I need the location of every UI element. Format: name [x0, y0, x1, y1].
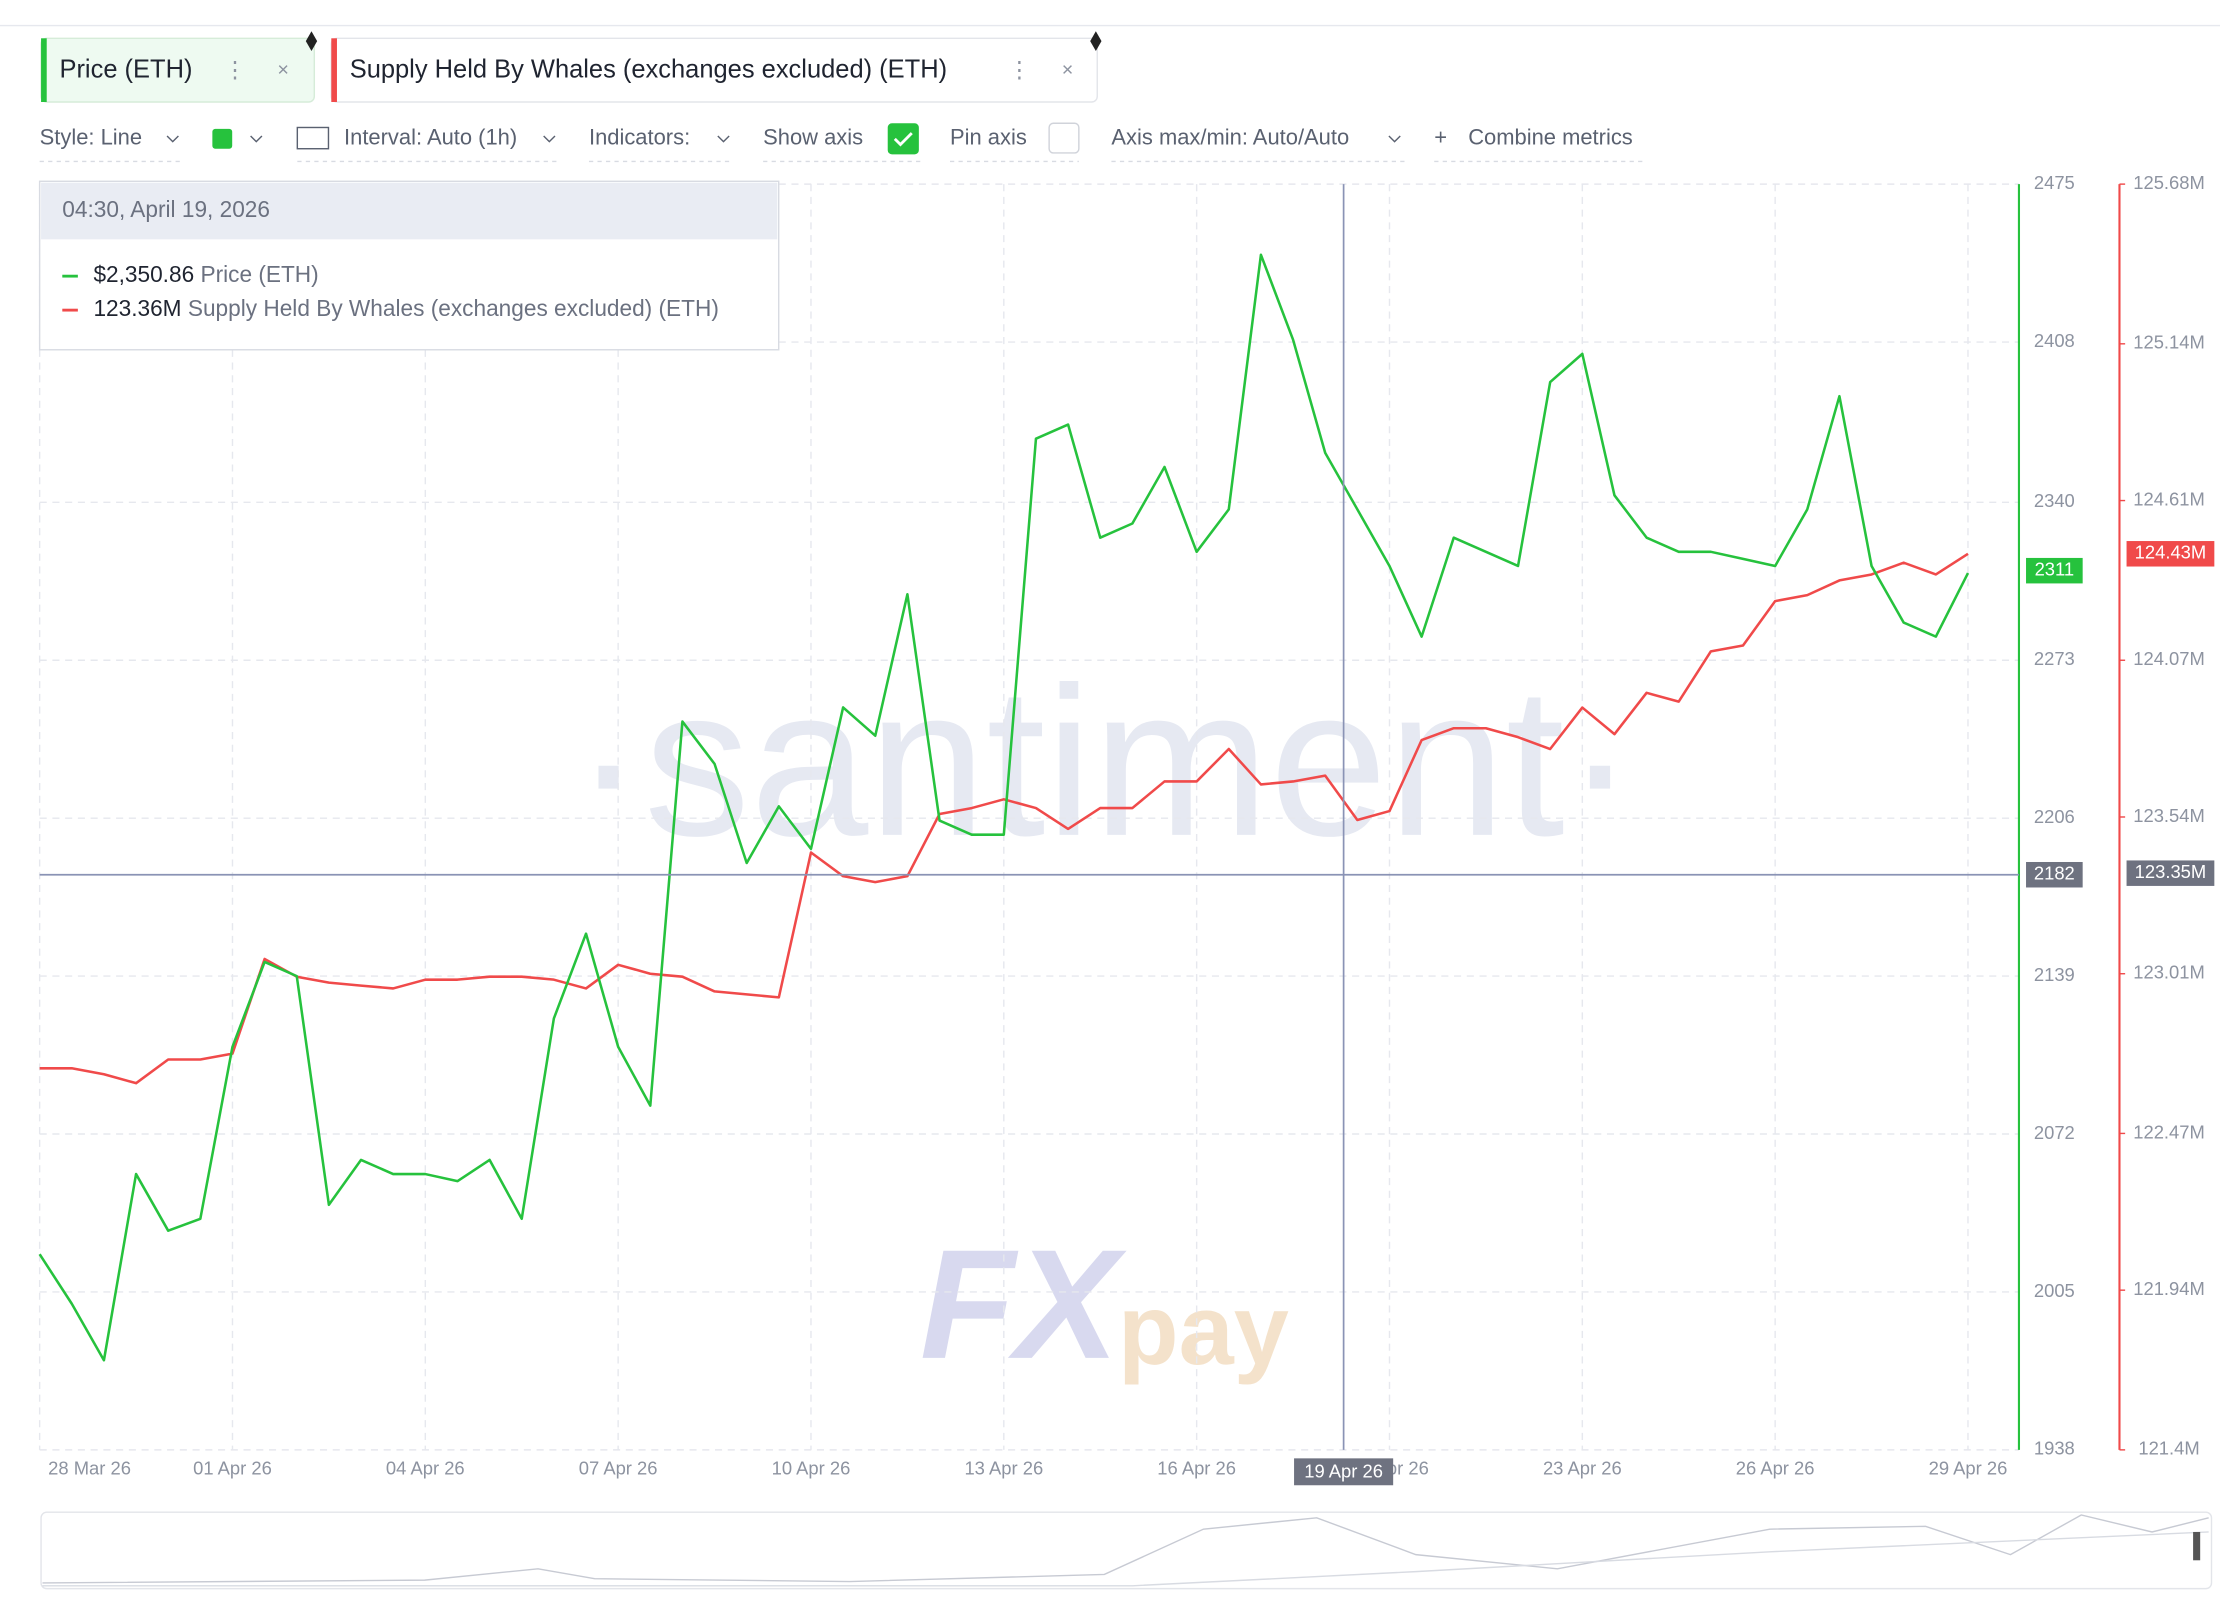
x-tick-label: 10 Apr 26 [772, 1458, 851, 1479]
y-tick-label: 2139 [2034, 964, 2075, 985]
tab-label: Supply Held By Whales (exchanges exclude… [350, 56, 947, 84]
pin-axis-checkbox[interactable] [1048, 122, 1080, 154]
chevron [250, 135, 263, 143]
crosshair-y-badge [2026, 861, 2083, 888]
color-swatch[interactable] [212, 128, 233, 149]
show-axis-label[interactable]: Show axis [763, 125, 863, 150]
check [893, 132, 913, 147]
tooltip-value: 123.36M [93, 295, 181, 321]
crosshair-x-label: 19 Apr 26 [1304, 1460, 1383, 1481]
crosshair-y2-badge [2126, 860, 2215, 886]
plot: 1938 2005 2072 2139 2206 2273 2340 2408 2475 121.… [38, 172, 2215, 1486]
metric-tab[interactable]: Price (ETH) ⋮ × [40, 31, 318, 103]
close-icon[interactable]: × [1062, 59, 1074, 81]
plus-icon: + [1434, 125, 1447, 150]
last-value-badge [2126, 541, 2215, 567]
style-select[interactable]: Style: Line [40, 125, 142, 150]
y-tick-label: 2005 [2034, 1280, 2075, 1301]
y2-tick-label: 123.01M [2133, 962, 2205, 983]
x-tick-label: 16 Apr 26 [1157, 1458, 1236, 1479]
navigator-line [42, 1514, 2209, 1584]
eth-icon [305, 31, 318, 52]
y2-tick-label: 122.47M [2133, 1121, 2205, 1142]
navigator-box [40, 1511, 2213, 1590]
x-tick-label: 26 Apr 26 [1736, 1458, 1815, 1479]
toolbar: Style: Line Interval: Auto (1h) Indicato… [40, 122, 1647, 163]
metric-tab[interactable]: Supply Held By Whales (exchanges exclude… [330, 31, 1102, 103]
chevron [717, 135, 730, 143]
last-value-label: 124.43M [2135, 542, 2207, 563]
tooltip-header [41, 182, 778, 240]
chevron [166, 135, 179, 143]
crosshair-y-label: 2182 [2034, 863, 2075, 884]
watermark: ·santiment· [573, 644, 1635, 881]
x-tick-label: 29 Apr 26 [1929, 1458, 2008, 1479]
interval-select[interactable]: Interval: Auto (1h) [344, 125, 517, 150]
y-tick-label: 2408 [2034, 330, 2075, 351]
watermark: FX [920, 1218, 1127, 1392]
axis-maxmin-select[interactable]: Axis max/min: Auto/Auto [1111, 125, 1349, 150]
y-tick-label: 2475 [2034, 172, 2075, 193]
y2-tick-label: 121.94M [2133, 1278, 2205, 1299]
menu-icon[interactable]: ⋮ [1008, 56, 1031, 82]
y2-tick-label: 124.07M [2133, 648, 2205, 669]
x-tick-label: 01 Apr 26 [193, 1458, 272, 1479]
tooltip-time: 04:30, April 19, 2026 [62, 196, 270, 222]
tooltip: 04:30, April 19, 2026 $2,350.86 Price (E… [38, 180, 780, 351]
crosshair-x-badge [1294, 1458, 1394, 1486]
tooltip-series: Supply Held By Whales (exchanges exclude… [188, 295, 719, 321]
tooltip-value: $2,350.86 [93, 261, 194, 287]
y-tick-label: 1938 [2034, 1438, 2075, 1459]
indicators-select[interactable]: Indicators: [589, 125, 690, 150]
last-value-badge [2026, 557, 2083, 584]
navigator-handle[interactable] [2193, 1531, 2201, 1561]
tooltip-series: Price (ETH) [200, 261, 318, 287]
last-value-label: 2311 [2035, 559, 2075, 580]
x-tick-label: 07 Apr 26 [579, 1458, 658, 1479]
tooltip-row: $2,350.86 Price (ETH) [93, 261, 318, 287]
y2-tick-label: 123.54M [2133, 805, 2205, 826]
navigator [40, 1511, 2213, 1590]
x-tick-label: 28 Mar 26 [48, 1458, 131, 1479]
tooltip-row: 123.36M Supply Held By Whales (exchanges… [93, 295, 718, 321]
chevron [1388, 135, 1401, 143]
pin-axis-label[interactable]: Pin axis [950, 125, 1027, 150]
y-tick-label: 2072 [2034, 1122, 2075, 1143]
tab-label: Price (ETH) [59, 56, 192, 84]
y2-tick-label: 121.4M [2138, 1438, 2199, 1459]
menu-icon[interactable]: ⋮ [224, 56, 247, 82]
chevron [543, 135, 556, 143]
close-icon[interactable]: × [277, 59, 289, 81]
y2-tick-label: 124.61M [2133, 488, 2205, 509]
combine-metrics[interactable]: Combine metrics [1468, 125, 1633, 150]
y-tick-label: 2206 [2034, 806, 2075, 827]
crosshair-y2-label: 123.35M [2135, 861, 2207, 882]
interval-icon [296, 126, 330, 150]
navigator-line [42, 1531, 2209, 1587]
watermark: pay [1118, 1275, 1289, 1386]
x-tick-label: 04 Apr 26 [386, 1458, 465, 1479]
y-tick-label: 2340 [2034, 490, 2075, 511]
y2-tick-label: 125.14M [2133, 332, 2205, 353]
show-axis-checkbox[interactable] [887, 123, 919, 155]
x-tick-label: 13 Apr 26 [964, 1458, 1043, 1479]
series-line [38, 253, 1970, 1362]
y-tick-label: 2273 [2034, 648, 2075, 669]
x-tick-label: 23 Apr 26 [1543, 1458, 1622, 1479]
eth-icon [1090, 31, 1102, 52]
series-line [39, 552, 1969, 1085]
y2-tick-label: 125.68M [2133, 172, 2205, 193]
